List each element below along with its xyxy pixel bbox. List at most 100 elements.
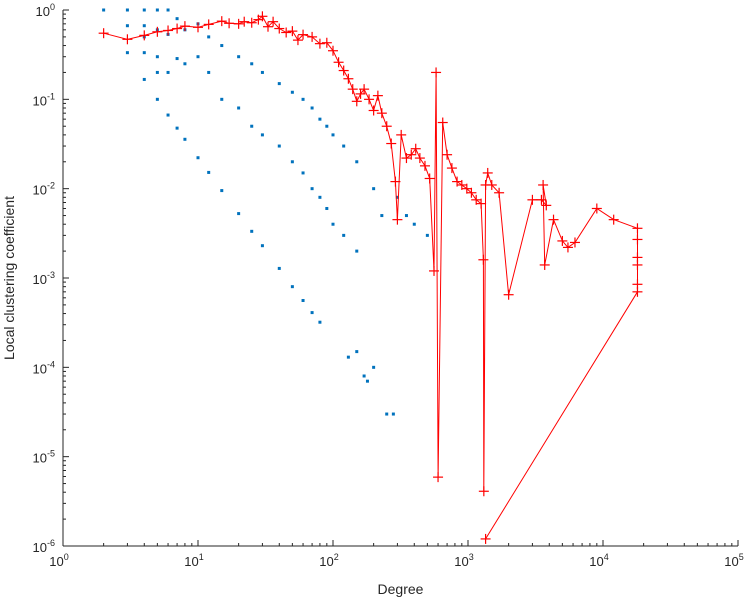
average-point <box>591 203 602 214</box>
average-point <box>376 108 387 119</box>
x-axis-label: Degree <box>378 581 424 597</box>
average-point <box>410 143 421 154</box>
average-point <box>203 19 214 30</box>
average-point <box>632 234 643 245</box>
scatter-point <box>155 97 159 101</box>
scatter-point <box>331 222 335 226</box>
scatter-point <box>355 350 359 354</box>
scatter-point <box>220 97 224 101</box>
average-point <box>442 149 453 160</box>
scatter-point <box>310 311 314 315</box>
scatter-point <box>260 133 264 137</box>
average-point <box>179 21 190 32</box>
y-tick-label: 10-5 <box>33 449 55 466</box>
scatter-point <box>250 124 254 128</box>
scatter-point <box>166 70 170 74</box>
scatter-point <box>260 244 264 248</box>
scatter-point <box>301 171 305 175</box>
average-point <box>478 254 489 265</box>
scatter-point <box>196 55 200 59</box>
average-point <box>608 214 619 225</box>
average-point <box>98 28 109 39</box>
average-point <box>307 31 318 42</box>
average-point <box>172 23 183 34</box>
average-point <box>437 117 448 128</box>
scatter-point <box>395 195 399 199</box>
average-point <box>480 533 491 544</box>
scatter-point <box>425 233 429 237</box>
scatter-point <box>207 70 211 74</box>
scatter-point <box>391 412 395 416</box>
scatter-point <box>142 77 146 81</box>
scatter-point <box>310 187 314 191</box>
scatter-point <box>325 124 329 128</box>
average-point <box>257 11 268 22</box>
average-point <box>632 259 643 270</box>
average-point <box>424 173 435 184</box>
scatter-point <box>342 233 346 237</box>
average-point <box>482 167 493 178</box>
average-point <box>539 259 550 270</box>
scatter-point <box>220 44 224 48</box>
average-point <box>321 37 332 48</box>
y-tick-label: 10-2 <box>33 181 55 198</box>
average-point <box>381 121 392 132</box>
average-point <box>538 179 549 190</box>
average-point <box>396 129 407 140</box>
axis-ticks: 100 101 102 103 104 105 10-6 10-5 10-4 10-3 10-2 10… <box>33 2 744 569</box>
average-point <box>503 289 514 300</box>
scatter-point <box>318 320 322 324</box>
average-point <box>557 235 568 246</box>
average-line <box>103 15 638 540</box>
scatter-point <box>125 51 129 55</box>
scatter-point <box>237 106 241 110</box>
average-point <box>406 149 417 160</box>
average-point <box>314 38 325 49</box>
y-tick-label: 10-1 <box>33 91 55 108</box>
average-point <box>268 16 279 27</box>
scatter-point <box>277 82 281 86</box>
x-tick-label: 101 <box>184 552 203 569</box>
scatter-point <box>301 97 305 101</box>
scatter-point <box>318 195 322 199</box>
scatter-point <box>183 137 187 141</box>
scatter-point <box>237 55 241 59</box>
scatter-point <box>142 8 146 12</box>
scatter-point <box>196 156 200 160</box>
scatter-point <box>290 160 294 164</box>
average-point <box>536 194 547 205</box>
average-point <box>368 105 379 116</box>
plot-frame <box>62 10 738 547</box>
scatter-point <box>207 35 211 39</box>
scatter-point <box>355 249 359 253</box>
average-point <box>152 26 163 37</box>
y-tick-label: 10-4 <box>33 359 55 376</box>
x-tick-label: 102 <box>319 552 338 569</box>
average-point <box>274 23 285 34</box>
average-point <box>419 160 430 171</box>
average-point <box>632 286 643 297</box>
y-axis-label: Local clustering coefficient <box>1 196 17 360</box>
y-tick-label: 10-6 <box>33 538 55 555</box>
scatter-point <box>102 8 106 12</box>
average-point <box>292 35 303 46</box>
average-point <box>372 90 383 101</box>
average-point <box>359 84 370 95</box>
scatter-point <box>362 374 366 378</box>
average-point <box>632 223 643 234</box>
scatter-point <box>372 365 376 369</box>
scatter-point <box>412 222 416 226</box>
average-point <box>392 214 403 225</box>
average-point <box>347 84 358 95</box>
average-point <box>216 16 227 27</box>
average-point <box>193 22 203 33</box>
scatter-point <box>290 285 294 289</box>
average-point <box>414 153 425 164</box>
scatter-point <box>325 206 329 210</box>
scatter-point <box>155 8 159 12</box>
scatter-point <box>318 117 322 121</box>
scatter-point <box>301 298 305 302</box>
average-point <box>478 486 489 497</box>
scatter-point <box>342 144 346 148</box>
